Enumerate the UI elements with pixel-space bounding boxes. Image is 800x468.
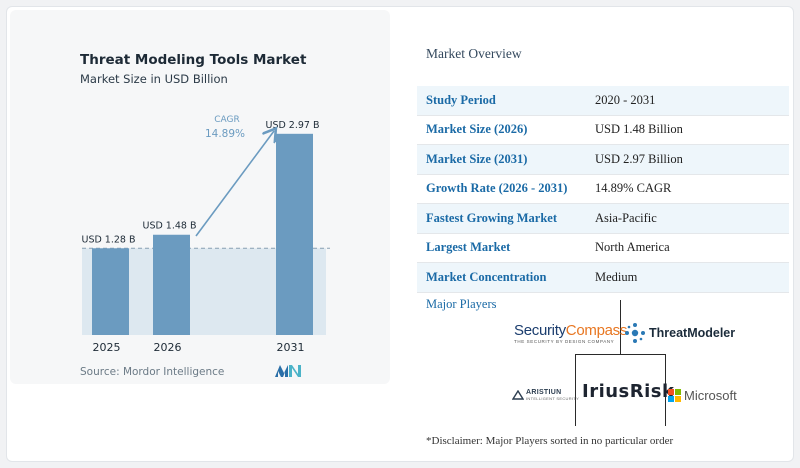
overview-key: Market Concentration	[417, 262, 595, 293]
logo-tagline: THE SECURITY BY DESIGN COMPANY	[514, 339, 615, 344]
data-label-2025: USD 1.28 B	[81, 234, 135, 245]
tick-label-2026: 2026	[154, 341, 182, 354]
microsoft-logo: Microsoft	[668, 388, 737, 403]
overview-row: Fastest Growing Market Asia-Pacific	[417, 203, 789, 234]
players-divider	[665, 354, 666, 426]
overview-table: Study Period 2020 - 2031 Market Size (202…	[417, 86, 789, 293]
overview-row: Study Period 2020 - 2031	[417, 86, 789, 116]
overview-row: Growth Rate (2026 - 2031) 14.89% CAGR	[417, 174, 789, 204]
aristiun-logo: ARISTIUN INTELLIGENT SECURITY	[512, 389, 579, 401]
logo-text: Security	[514, 322, 566, 339]
bar-2026	[153, 234, 190, 335]
cagr-label: CAGR	[214, 115, 240, 125]
bar-2025	[92, 248, 129, 335]
overview-value: Asia-Pacific	[595, 203, 789, 234]
overview-value: 14.89% CAGR	[595, 174, 789, 204]
overview-value: USD 2.97 Billion	[595, 144, 789, 175]
disclaimer: *Disclaimer: Major Players sorted in no …	[426, 435, 674, 447]
mordor-intelligence-logo	[275, 365, 301, 377]
data-label-2031: USD 2.97 B	[265, 120, 319, 131]
overview-value: 2020 - 2031	[595, 86, 789, 116]
overview-key: Market Size (2031)	[417, 144, 595, 175]
overview-key: Growth Rate (2026 - 2031)	[417, 174, 595, 204]
overview-title: Market Overview	[426, 46, 522, 61]
microsoft-icon	[668, 389, 681, 402]
overview-key: Market Size (2026)	[417, 115, 595, 145]
major-players-title: Major Players	[426, 297, 497, 311]
players-divider	[575, 354, 576, 426]
tick-label-2025: 2025	[93, 341, 121, 354]
threatmodeler-logo: ThreatModeler	[624, 322, 735, 344]
source-note: Source: Mordor Intelligence	[80, 366, 225, 378]
cagr-value: 14.89%	[205, 128, 245, 140]
threatmodeler-icon	[625, 323, 645, 343]
overview-row: Market Concentration Medium	[417, 262, 789, 293]
logo-text: ThreatModeler	[649, 326, 736, 340]
overview-value: USD 1.48 Billion	[595, 115, 789, 145]
tick-label-2031: 2031	[277, 341, 305, 354]
chart-title: Threat Modeling Tools Market	[80, 52, 307, 68]
overview-row: Market Size (2031) USD 2.97 Billion	[417, 144, 789, 175]
overview-row: Market Size (2026) USD 1.48 Billion	[417, 115, 789, 145]
iriusrisk-logo: IriusRisk	[582, 381, 675, 402]
overview-key: Largest Market	[417, 233, 595, 263]
overview-value: Medium	[595, 262, 789, 293]
logo-text: Microsoft	[684, 388, 737, 403]
aristiun-icon	[512, 390, 524, 400]
overview-value: North America	[595, 233, 789, 263]
bar-2031	[276, 133, 313, 335]
security-compass-logo: SecurityCompass THE SECURITY BY DESIGN C…	[514, 322, 627, 344]
data-label-2026: USD 1.48 B	[142, 221, 196, 232]
overview-key: Study Period	[417, 86, 595, 116]
logo-text: ARISTIUN	[526, 389, 562, 396]
overview-key: Fastest Growing Market	[417, 203, 595, 234]
logo-tagline: INTELLIGENT SECURITY	[526, 396, 580, 401]
logo-text: Compass	[565, 322, 628, 339]
players-divider	[620, 300, 621, 354]
chart-subtitle: Market Size in USD Billion	[80, 72, 228, 86]
players-divider	[575, 354, 665, 355]
cagr-arrow	[195, 131, 274, 237]
overview-row: Largest Market North America	[417, 233, 789, 263]
bar-chart: USD 1.28 B 2025 USD 1.48 B 2026 USD 2.97 B 20…	[81, 115, 330, 354]
